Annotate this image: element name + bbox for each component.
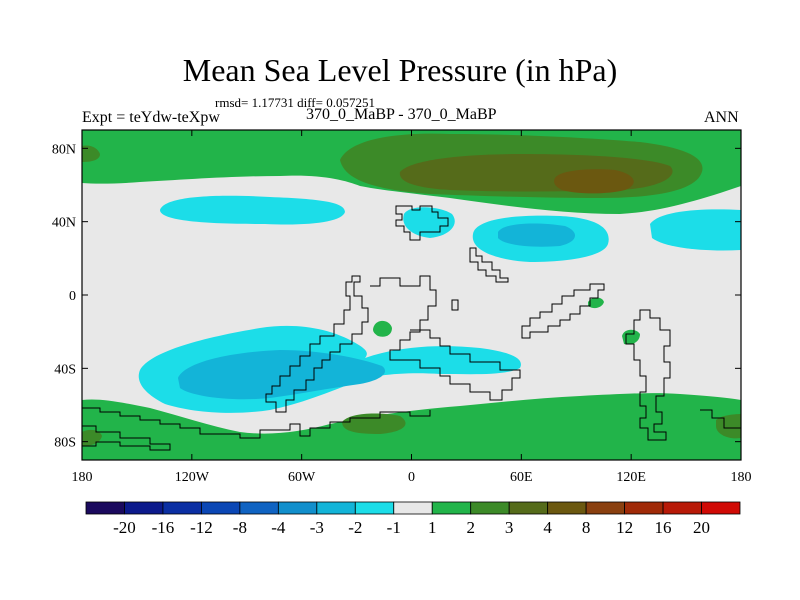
region-north-pacific-cyan	[650, 209, 741, 251]
colorbar-swatch	[124, 501, 164, 515]
y-tick-label: 80N	[52, 142, 76, 157]
y-tick-label: 0	[69, 289, 76, 304]
colorbar-label: -8	[233, 518, 247, 537]
colorbar-swatch	[277, 501, 318, 515]
colorbar-label: -20	[113, 518, 136, 537]
region-south-level2-central	[342, 413, 406, 434]
region-north-atlantic-cyan	[160, 195, 345, 225]
colorbar-label: -3	[310, 518, 324, 537]
colorbar-swatch	[393, 501, 433, 515]
colorbar-swatch	[239, 501, 279, 515]
colorbar-swatch	[316, 501, 356, 515]
region-south-level2-east	[716, 414, 741, 439]
colorbar-label: -16	[152, 518, 175, 537]
colorbar-swatch	[547, 501, 587, 515]
colorbar-label: -12	[190, 518, 213, 537]
coastline-southeast-continent	[625, 309, 671, 441]
coastline-south-east-shelf	[700, 409, 741, 429]
region-south-pacific-core	[178, 350, 386, 400]
colorbar-swatch	[162, 501, 202, 515]
region-europe-cyan	[403, 207, 455, 238]
colorbar-label: -4	[271, 518, 286, 537]
coastline-north-continent	[395, 205, 449, 241]
x-tick-label: 60E	[510, 470, 533, 485]
coastline-south-polar	[82, 407, 431, 439]
region-northwest-green-spot	[82, 145, 100, 162]
y-tick-label: 80S	[54, 436, 76, 451]
region-tropical-spot-1	[373, 320, 392, 337]
coastlines	[82, 205, 741, 451]
x-tick-label: 180	[731, 470, 752, 485]
y-tick-label: 40N	[52, 216, 76, 231]
colorbar-swatch	[470, 501, 510, 515]
colorbar-swatch	[508, 501, 549, 515]
colorbar-label: 8	[582, 518, 591, 537]
x-tick-label: 120E	[616, 470, 646, 485]
colorbar-label: -1	[387, 518, 401, 537]
colorbar-swatch	[201, 501, 241, 515]
coastline-gondwana-west	[265, 275, 369, 413]
x-axis: 180 120W 60W 0 60E 120E 180	[72, 130, 752, 485]
chart-title: Mean Sea Level Pressure (in hPa)	[182, 52, 618, 88]
colorbar-swatch	[701, 501, 741, 515]
colorbar: -20 -16 -12 -8 -4 -3 -2 -1 1 2 3 4 8 12 16 20	[85, 501, 741, 537]
x-tick-label: 180	[72, 470, 93, 485]
region-tropical-spot-2	[588, 297, 604, 309]
x-tick-label: 60W	[288, 470, 316, 485]
stats-label: rmsd= 1.17731 diff= 0.057251	[215, 95, 375, 110]
region-central-asia-core	[498, 223, 576, 247]
colorbar-swatch	[585, 501, 625, 515]
colorbar-label: 20	[693, 518, 710, 537]
coastline-gondwana-central	[370, 275, 521, 401]
y-tick-label: 40S	[54, 362, 76, 377]
region-south-green	[82, 393, 741, 460]
colorbar-swatch	[431, 501, 472, 515]
region-north-level4	[554, 169, 634, 194]
colorbar-label: 1	[428, 518, 437, 537]
coastline-island-1	[451, 299, 459, 311]
coastline-east-continent	[521, 283, 605, 339]
colorbar-label: 4	[543, 518, 552, 537]
season-label: ANN	[704, 109, 739, 126]
colorbar-swatch	[85, 501, 125, 515]
colorbar-label: 2	[466, 518, 475, 537]
colorbar-swatch	[624, 501, 664, 515]
colorbar-label: -2	[348, 518, 362, 537]
colorbar-label: 16	[655, 518, 672, 537]
case-label: 370_0_MaBP - 370_0_MaBP	[306, 106, 497, 123]
colorbar-label: 3	[505, 518, 514, 537]
contour-layer	[82, 130, 741, 460]
x-tick-label: 0	[408, 470, 415, 485]
coastline-asia-fragment	[469, 247, 509, 283]
x-tick-label: 120W	[175, 470, 210, 485]
y-axis: 80N 40N 0 40S 80S	[52, 142, 741, 451]
coastline-south-west-shelf	[82, 425, 171, 451]
colorbar-swatch	[662, 501, 702, 515]
colorbar-swatch	[354, 501, 395, 515]
colorbar-label: 12	[616, 518, 633, 537]
experiment-label: Expt = teYdw-teXpw	[82, 109, 220, 126]
